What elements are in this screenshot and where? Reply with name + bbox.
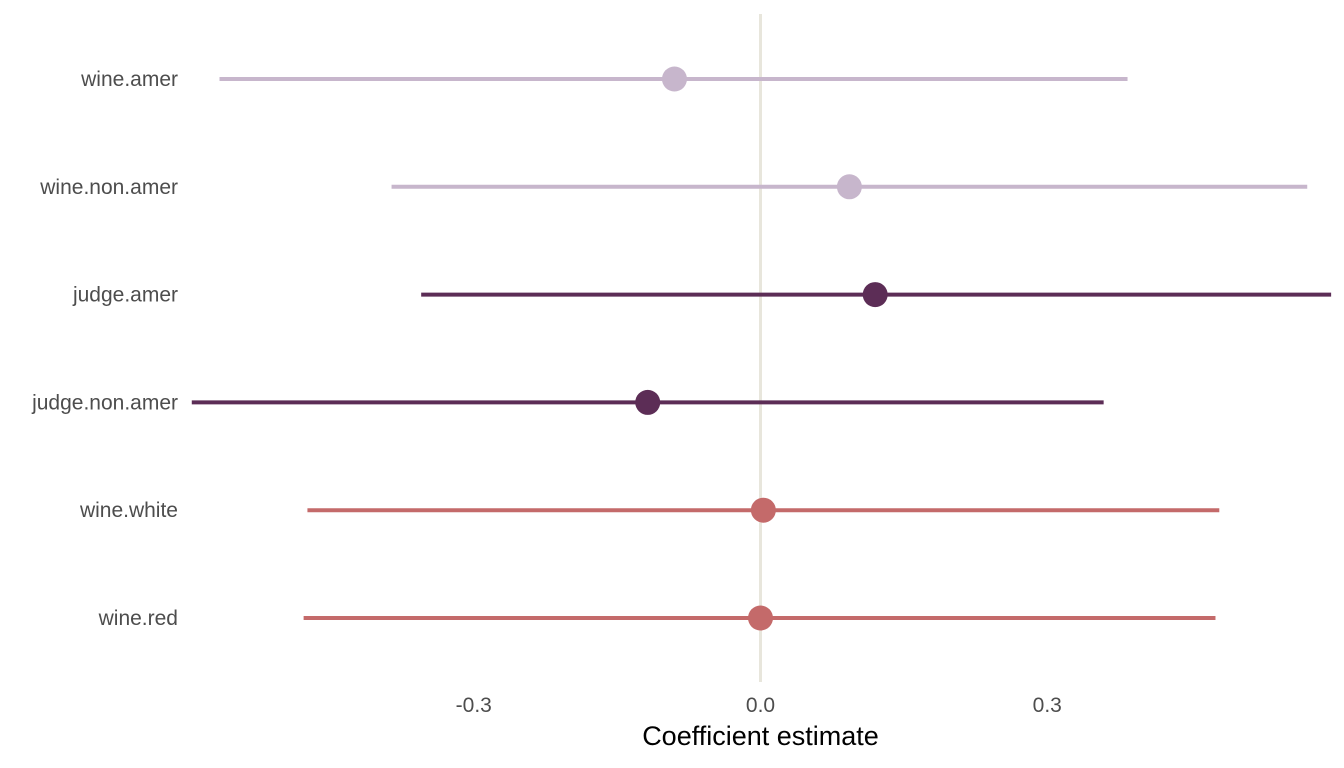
- x-tick-label: -0.3: [456, 694, 492, 717]
- point-estimate: [748, 605, 773, 631]
- point-estimate: [661, 66, 687, 92]
- y-tick-label: wine.red: [98, 607, 178, 630]
- y-tick-label: wine.amer: [80, 68, 178, 91]
- coef-row-wine-amer: wine.amer: [80, 66, 1128, 92]
- x-axis-ticks: -0.3 0.0 0.3: [456, 694, 1062, 717]
- point-estimate: [635, 389, 661, 415]
- point-estimate: [750, 497, 776, 523]
- x-tick-label: 0.0: [746, 694, 775, 717]
- coef-row-wine-red: wine.red: [98, 605, 1216, 631]
- coef-row-wine-white: wine.white: [79, 497, 1220, 523]
- coef-row-judge-non-amer: judge.non.amer: [31, 389, 1104, 415]
- y-tick-label: judge.non.amer: [31, 391, 178, 414]
- coef-row-wine-non-amer: wine.non.amer: [39, 174, 1308, 200]
- point-estimate: [862, 282, 888, 308]
- x-tick-label: 0.3: [1033, 694, 1062, 717]
- y-tick-label: wine.white: [79, 499, 178, 522]
- point-estimate: [836, 174, 862, 200]
- coef-row-judge-amer: judge.amer: [72, 282, 1332, 308]
- coefficient-rows: wine.amer wine.non.amer judge.amer judge.no…: [31, 66, 1332, 631]
- y-tick-label: judge.amer: [72, 284, 178, 307]
- x-axis-title: Coefficient estimate: [642, 721, 879, 751]
- y-tick-label: wine.non.amer: [39, 176, 178, 199]
